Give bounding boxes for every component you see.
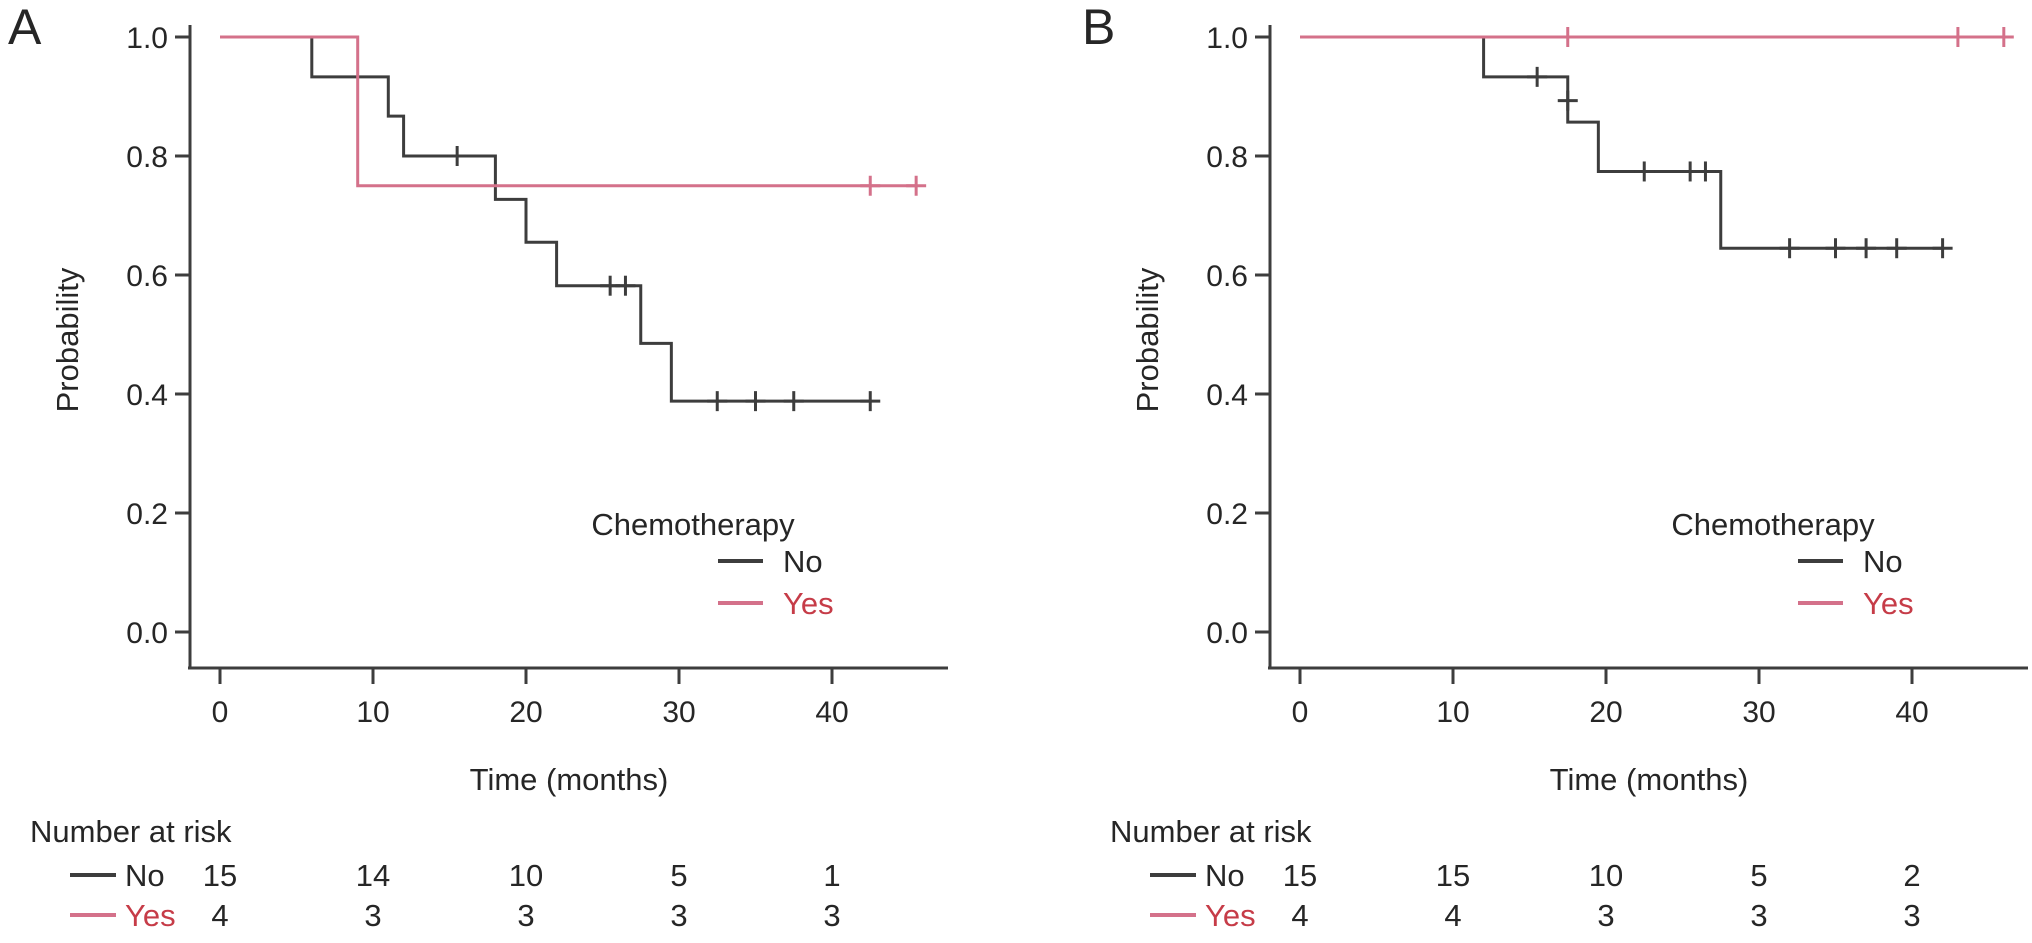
x-tick-label: 0: [1292, 696, 1309, 729]
x-axis-title: Time (months): [1550, 762, 1749, 797]
risk-count: 10: [1589, 858, 1623, 893]
risk-count: 3: [364, 898, 381, 933]
km-curve-no: [220, 35, 871, 403]
legend-label-no: No: [783, 544, 823, 579]
x-tick-label: 30: [1742, 696, 1775, 729]
x-tick-label: 0: [212, 696, 229, 729]
risk-count: 4: [1291, 898, 1308, 933]
km-curve-yes: [220, 35, 917, 188]
risk-count: 14: [356, 858, 390, 893]
legend-title: Chemotherapy: [591, 507, 795, 542]
panel-b-label: B: [1082, 0, 1116, 55]
x-tick-label: 30: [662, 696, 695, 729]
y-tick-label: 0.0: [126, 617, 168, 650]
y-tick-label: 0.2: [126, 498, 168, 531]
risk-count: 15: [1436, 858, 1470, 893]
risk-count: 3: [517, 898, 534, 933]
km-curve-no: [1300, 35, 1943, 250]
legend-label-no: No: [1863, 544, 1903, 579]
y-tick-label: 0.6: [126, 260, 168, 293]
panel-a-label: A: [8, 0, 42, 55]
x-tick-label: 10: [356, 696, 389, 729]
x-axis-title: Time (months): [470, 762, 669, 797]
risk-count: 4: [211, 898, 228, 933]
risk-count: 2: [1903, 858, 1920, 893]
km-plot-panel-a: 1.0 0.8 0.6 0.4 0.2 0.0 0 10 20 30 40 Time (months)…: [30, 22, 948, 933]
x-tick-label: 20: [509, 696, 542, 729]
risk-table-header: Number at risk: [1110, 814, 1312, 849]
risk-row-label-yes: Yes: [1205, 898, 1256, 933]
legend-label-yes: Yes: [783, 586, 834, 621]
risk-count: 10: [509, 858, 543, 893]
y-tick-label: 1.0: [126, 22, 168, 55]
risk-count: 1: [823, 858, 840, 893]
y-axis-title: Probability: [50, 267, 85, 412]
risk-count: 5: [1750, 858, 1767, 893]
y-tick-label: 0.8: [126, 141, 168, 174]
risk-count: 15: [203, 858, 237, 893]
risk-count: 3: [823, 898, 840, 933]
legend-label-yes: Yes: [1863, 586, 1914, 621]
risk-count: 3: [670, 898, 687, 933]
risk-count: 3: [1903, 898, 1920, 933]
risk-count: 15: [1283, 858, 1317, 893]
x-tick-label: 10: [1436, 696, 1469, 729]
risk-count: 3: [1750, 898, 1767, 933]
km-plot-panel-b: 1.0 0.8 0.6 0.4 0.2 0.0 0 10 20 30 40 Time (months)…: [1110, 22, 2028, 933]
risk-count: 4: [1444, 898, 1461, 933]
risk-row-label-no: No: [1205, 858, 1245, 893]
y-tick-label: 0.8: [1206, 141, 1248, 174]
y-tick-label: 0.6: [1206, 260, 1248, 293]
y-tick-label: 0.4: [1206, 379, 1248, 412]
y-tick-label: 1.0: [1206, 22, 1248, 55]
y-tick-label: 0.2: [1206, 498, 1248, 531]
y-tick-label: 0.0: [1206, 617, 1248, 650]
risk-row-label-no: No: [125, 858, 165, 893]
risk-row-label-yes: Yes: [125, 898, 176, 933]
y-axis-title: Probability: [1130, 267, 1165, 412]
risk-count: 5: [670, 858, 687, 893]
x-tick-label: 40: [815, 696, 848, 729]
risk-count: 3: [1597, 898, 1614, 933]
risk-table-header: Number at risk: [30, 814, 232, 849]
x-tick-label: 20: [1589, 696, 1622, 729]
legend-title: Chemotherapy: [1671, 507, 1875, 542]
y-tick-label: 0.4: [126, 379, 168, 412]
x-tick-label: 40: [1895, 696, 1928, 729]
